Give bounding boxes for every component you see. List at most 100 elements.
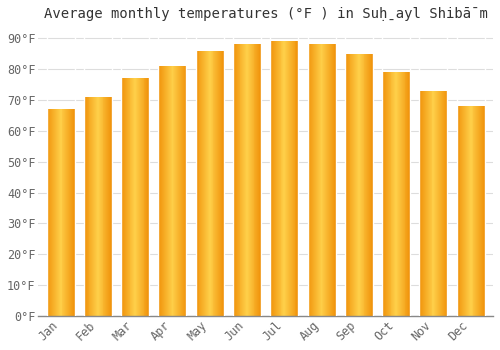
Bar [400,72,401,316]
Bar [441,91,442,316]
Bar [428,91,430,316]
Bar [200,51,202,316]
Bar [57,109,58,316]
Bar [246,44,247,316]
Bar [244,44,245,316]
Bar [68,109,69,316]
Bar [219,51,220,316]
Bar [370,54,371,316]
Bar [165,66,166,316]
Bar [277,41,278,316]
Bar [210,51,212,316]
Bar [175,66,176,316]
Bar [317,44,318,316]
Bar [466,106,467,316]
Bar [170,66,172,316]
Bar [55,109,56,316]
Bar [288,41,289,316]
Bar [425,91,426,316]
Bar [206,51,207,316]
Bar [108,97,109,316]
Bar [383,72,384,316]
Bar [362,54,364,316]
Bar [315,44,316,316]
Bar [404,72,406,316]
Bar [402,72,404,316]
Bar [207,51,208,316]
Bar [369,54,370,316]
Bar [476,106,477,316]
Bar [289,41,290,316]
Bar [470,106,472,316]
Bar [256,44,258,316]
Bar [111,97,112,316]
Bar [64,109,66,316]
Bar [280,41,281,316]
Bar [142,78,144,316]
Bar [92,97,93,316]
Bar [72,109,74,316]
Bar [456,106,458,316]
Bar [275,41,276,316]
Bar [390,72,392,316]
Bar [181,66,182,316]
Bar [439,91,440,316]
Bar [437,91,438,316]
Bar [48,109,50,316]
Bar [272,41,273,316]
Bar [238,44,240,316]
Bar [53,109,54,316]
Bar [235,44,236,316]
Bar [358,54,359,316]
Bar [430,91,432,316]
Bar [217,51,218,316]
Bar [242,44,244,316]
Bar [179,66,180,316]
Bar [121,78,122,316]
Bar [477,106,478,316]
Bar [54,109,55,316]
Bar [360,54,362,316]
Bar [140,78,141,316]
Bar [423,91,424,316]
Bar [71,109,72,316]
Bar [312,44,313,316]
Bar [144,78,146,316]
Bar [148,78,149,316]
Bar [216,51,217,316]
Bar [346,54,348,316]
Bar [322,44,324,316]
Bar [331,44,332,316]
Bar [426,91,427,316]
Bar [458,106,460,316]
Bar [478,106,479,316]
Bar [399,72,400,316]
Bar [366,54,367,316]
Bar [446,91,448,316]
Bar [62,109,64,316]
Bar [479,106,480,316]
Bar [285,41,286,316]
Bar [160,66,162,316]
Bar [324,44,326,316]
Bar [367,54,368,316]
Bar [313,44,314,316]
Bar [166,66,167,316]
Bar [212,51,214,316]
Bar [292,41,294,316]
Bar [320,44,322,316]
Title: Average monthly temperatures (°F ) in Suḥ̱ayl Shibā̄m: Average monthly temperatures (°F ) in Su… [44,7,488,21]
Bar [198,51,200,316]
Bar [95,97,96,316]
Bar [472,106,474,316]
Bar [163,66,164,316]
Bar [352,54,354,316]
Bar [56,109,57,316]
Bar [422,91,423,316]
Bar [259,44,260,316]
Bar [354,54,355,316]
Bar [178,66,179,316]
Bar [420,91,422,316]
Bar [69,109,70,316]
Bar [359,54,360,316]
